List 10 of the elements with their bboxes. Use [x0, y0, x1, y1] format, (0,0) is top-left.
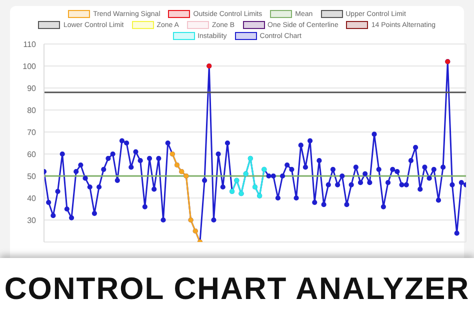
y-tick-label: 80 — [27, 106, 37, 115]
y-tick-label: 40 — [27, 194, 37, 203]
y-tick-label: 100 — [22, 62, 37, 71]
text: CONTROL CHART ANALYZER — [4, 271, 470, 307]
y-tick-label: 90 — [27, 84, 37, 93]
y-tick-label: 30 — [27, 216, 37, 225]
y-tick-label: 60 — [27, 150, 37, 159]
y-tick-label: 110 — [23, 40, 37, 49]
y-tick-label: 70 — [27, 128, 37, 137]
y-tick-label: 50 — [27, 172, 37, 181]
